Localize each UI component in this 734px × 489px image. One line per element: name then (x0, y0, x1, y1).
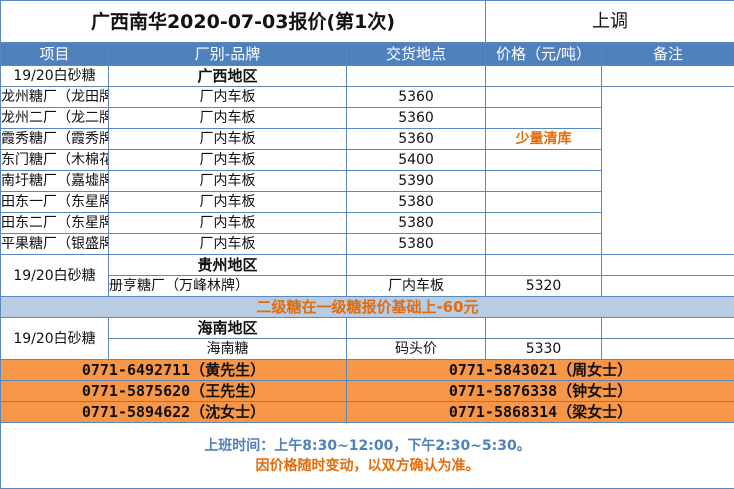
note-cell (486, 150, 602, 171)
price-cell: 5380 (347, 213, 486, 234)
contact-row: 0771-5875620（王先生）0771-5876338（钟女士） (1, 381, 734, 402)
region-label: 贵州地区 (109, 255, 347, 276)
grade-note: 二级糖在一级糖报价基础上-60元 (1, 297, 734, 318)
price-cell: 5320 (486, 276, 602, 297)
contact: 0771-5876338（钟女士） (347, 381, 734, 402)
brand-cell: 东门糖厂（木棉花牌） (1, 150, 109, 171)
note-cell (486, 234, 602, 255)
col-header-place: 交货地点 (347, 43, 486, 66)
note-cell (486, 213, 602, 234)
brand-cell: 海南糖 (109, 339, 347, 360)
note-cell (486, 108, 602, 129)
place-cell: 厂内车板 (109, 108, 347, 129)
region-label: 广西地区 (109, 66, 347, 87)
price-cell: 5360 (347, 129, 486, 150)
disclaimer: 因价格随时变动，以双方确认为准。 (1, 456, 734, 476)
note-cell (486, 171, 602, 192)
title-row: 广西南华2020-07-03报价(第1次) 上调 (1, 1, 734, 43)
band-row: 二级糖在一级糖报价基础上-60元 (1, 297, 734, 318)
place-cell: 厂内车板 (109, 129, 347, 150)
col-header-price: 价格（元/吨） (486, 43, 602, 66)
brand-cell: 平果糖厂（银盛牌） (1, 234, 109, 255)
place-cell: 厂内车板 (109, 192, 347, 213)
header-row: 项目 厂别-品牌 交货地点 价格（元/吨） 备注 (1, 43, 734, 66)
contact: 0771-5843021（周女士） (347, 360, 734, 381)
contact-row: 0771-5894622（沈女士）0771-5868314（梁女士） (1, 402, 734, 423)
note-cell (486, 87, 602, 108)
footer-row: 上班时间：上午8:30~12:00，下午2:30~5:30。 因价格随时变动，以… (1, 423, 734, 489)
place-cell: 厂内车板 (109, 87, 347, 108)
contact: 0771-5875620（王先生） (1, 381, 347, 402)
price-cell: 5380 (347, 192, 486, 213)
region-row: 19/20白砂糖 广西地区 (1, 66, 734, 87)
table-row: 册亨糖厂（万峰林牌） 厂内车板 5320 (1, 276, 734, 297)
brand-cell: 霞秀糖厂（霞秀牌） (1, 129, 109, 150)
place-cell: 厂内车板 (347, 276, 486, 297)
product-cell: 19/20白砂糖 (1, 318, 109, 360)
table-row: 海南糖 码头价 5330 (1, 339, 734, 360)
office-hours: 上班时间：上午8:30~12:00，下午2:30~5:30。 (1, 436, 734, 456)
col-header-note: 备注 (602, 43, 734, 66)
product-cell: 19/20白砂糖 (1, 66, 109, 87)
region-label: 海南地区 (109, 318, 347, 339)
price-cell: 5380 (347, 234, 486, 255)
place-cell: 厂内车板 (109, 171, 347, 192)
brand-cell: 南圩糖厂（嘉墟牌） (1, 171, 109, 192)
price-cell: 5360 (347, 87, 486, 108)
product-cell: 19/20白砂糖 (1, 255, 109, 297)
brand-cell: 龙州二厂（龙二牌） (1, 108, 109, 129)
region-row: 19/20白砂糖 贵州地区 (1, 255, 734, 276)
price-cell: 5400 (347, 150, 486, 171)
price-cell: 5360 (347, 108, 486, 129)
trend-label: 上调 (486, 1, 734, 43)
note-cell: 少量清库 (486, 129, 602, 150)
note-cell (486, 192, 602, 213)
col-header-item: 项目 (1, 43, 109, 66)
price-cell: 5390 (347, 171, 486, 192)
place-cell: 厂内车板 (109, 150, 347, 171)
place-cell: 码头价 (347, 339, 486, 360)
price-cell: 5330 (486, 339, 602, 360)
region-row: 19/20白砂糖 海南地区 (1, 318, 734, 339)
contact: 0771-5868314（梁女士） (347, 402, 734, 423)
place-cell: 厂内车板 (109, 213, 347, 234)
brand-cell: 田东一厂（东星牌） (1, 192, 109, 213)
place-cell: 厂内车板 (109, 234, 347, 255)
brand-cell: 龙州糖厂（龙田牌） (1, 87, 109, 108)
contact: 0771-5894622（沈女士） (1, 402, 347, 423)
contact-row: 0771-6492711（黄先生）0771-5843021（周女士） (1, 360, 734, 381)
contact: 0771-6492711（黄先生） (1, 360, 347, 381)
page-title: 广西南华2020-07-03报价(第1次) (1, 1, 486, 43)
brand-cell: 册亨糖厂（万峰林牌） (109, 276, 347, 297)
brand-cell: 田东二厂（东星牌） (1, 213, 109, 234)
col-header-brand: 厂别-品牌 (109, 43, 347, 66)
